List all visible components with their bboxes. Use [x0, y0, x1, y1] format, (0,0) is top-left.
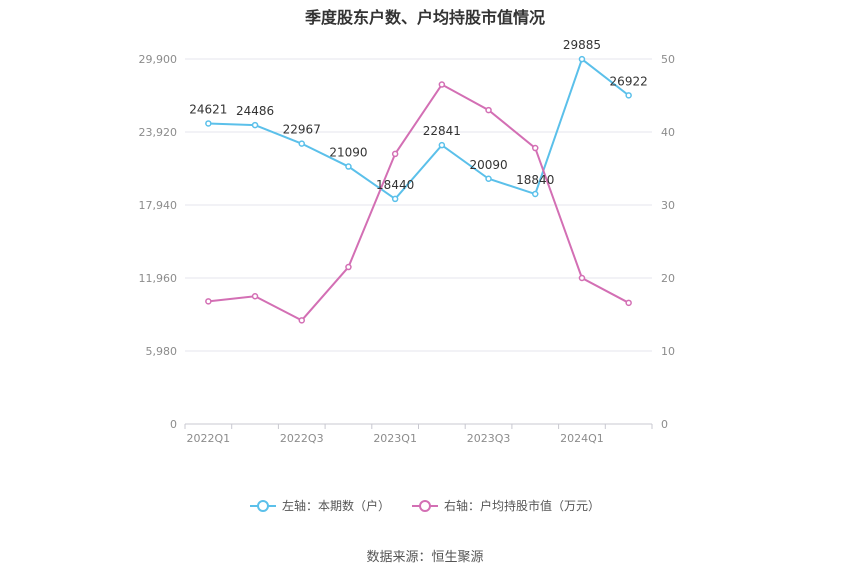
- data-point-right: [438, 81, 446, 88]
- data-point-right: [485, 106, 492, 114]
- data-point-left: [345, 163, 352, 170]
- x-tick-label: 2022Q1: [187, 432, 231, 445]
- right-tick-label: 10: [661, 345, 675, 358]
- data-point-right: [391, 150, 399, 158]
- x-tick-label: 2023Q3: [467, 432, 511, 445]
- data-label: 18840: [516, 173, 554, 187]
- legend-label-left: 左轴：本期数（户）: [281, 499, 390, 513]
- x-tick-label: 2023Q1: [373, 432, 417, 445]
- series-points: [205, 55, 632, 324]
- legend-item-right[interactable]: 右轴：户均持股市值（万元）: [412, 497, 600, 514]
- left-tick-label: 23,920: [139, 126, 178, 139]
- left-tick-label: 11,960: [139, 272, 178, 285]
- data-label: 29885: [563, 38, 601, 52]
- x-tick-label: 2022Q3: [280, 432, 324, 445]
- data-point-left: [205, 120, 212, 127]
- chart-plot: 0 5,980 11,960 17,940 23,920 29,900 0 10 20 30 40…: [139, 38, 676, 445]
- left-tick-label: 29,900: [139, 53, 178, 66]
- data-label: 22841: [423, 124, 461, 138]
- data-point-left: [391, 195, 399, 203]
- data-point-left: [578, 55, 586, 63]
- data-point-right: [298, 317, 305, 324]
- right-tick-label: 0: [661, 418, 668, 431]
- legend-label-right: 右轴：户均持股市值（万元）: [444, 499, 601, 513]
- x-axis-ticks: 2022Q1 2022Q3 2023Q1 2023Q3 2024Q1: [184, 424, 653, 445]
- data-point-right: [578, 274, 586, 282]
- data-label: 22967: [283, 123, 321, 137]
- data-point-left: [438, 141, 446, 149]
- right-tick-label: 20: [661, 272, 675, 285]
- data-point-left: [532, 190, 539, 198]
- legend-swatch-right: [412, 499, 438, 512]
- right-tick-label: 40: [661, 126, 675, 139]
- series-lines: [208, 57, 630, 322]
- right-axis-ticks: 0 10 20 30 40 50: [661, 53, 675, 431]
- data-point-right: [251, 293, 259, 300]
- data-label: 18440: [376, 178, 414, 192]
- data-point-right: [625, 299, 632, 307]
- data-label: 24486: [236, 104, 274, 118]
- right-tick-label: 30: [661, 199, 675, 212]
- data-label: 21090: [329, 146, 367, 160]
- x-tick-label: 2024Q1: [560, 432, 604, 445]
- data-labels: 24621 24486 22967 21090 18440 22841 20090 18840…: [189, 38, 647, 192]
- right-tick-label: 50: [661, 53, 675, 66]
- data-point-left: [298, 140, 305, 147]
- data-label: 20090: [469, 158, 507, 172]
- series-line-left: [208, 57, 630, 201]
- left-tick-label: 0: [170, 418, 177, 431]
- left-axis-ticks: 0 5,980 11,960 17,940 23,920 29,900: [139, 53, 178, 431]
- data-point-right: [345, 263, 352, 271]
- left-tick-label: 5,980: [146, 345, 178, 358]
- data-point-left: [485, 175, 492, 183]
- data-point-left: [251, 121, 259, 129]
- legend-swatch-left: [249, 499, 276, 512]
- data-point-right: [532, 144, 539, 152]
- legend: 左轴：本期数（户） 右轴：户均持股市值（万元）: [0, 497, 850, 514]
- data-point-left: [625, 92, 632, 99]
- left-tick-label: 17,940: [139, 199, 178, 212]
- chart-title: 季度股东户数、户均持股市值情况: [304, 8, 545, 27]
- legend-item-left[interactable]: 左轴：本期数（户）: [249, 497, 390, 514]
- data-point-right: [205, 298, 212, 305]
- series-line-right: [208, 83, 630, 322]
- data-label: 26922: [610, 74, 648, 88]
- data-label: 24621: [189, 102, 227, 116]
- data-source: 数据来源：恒生聚源: [366, 550, 484, 565]
